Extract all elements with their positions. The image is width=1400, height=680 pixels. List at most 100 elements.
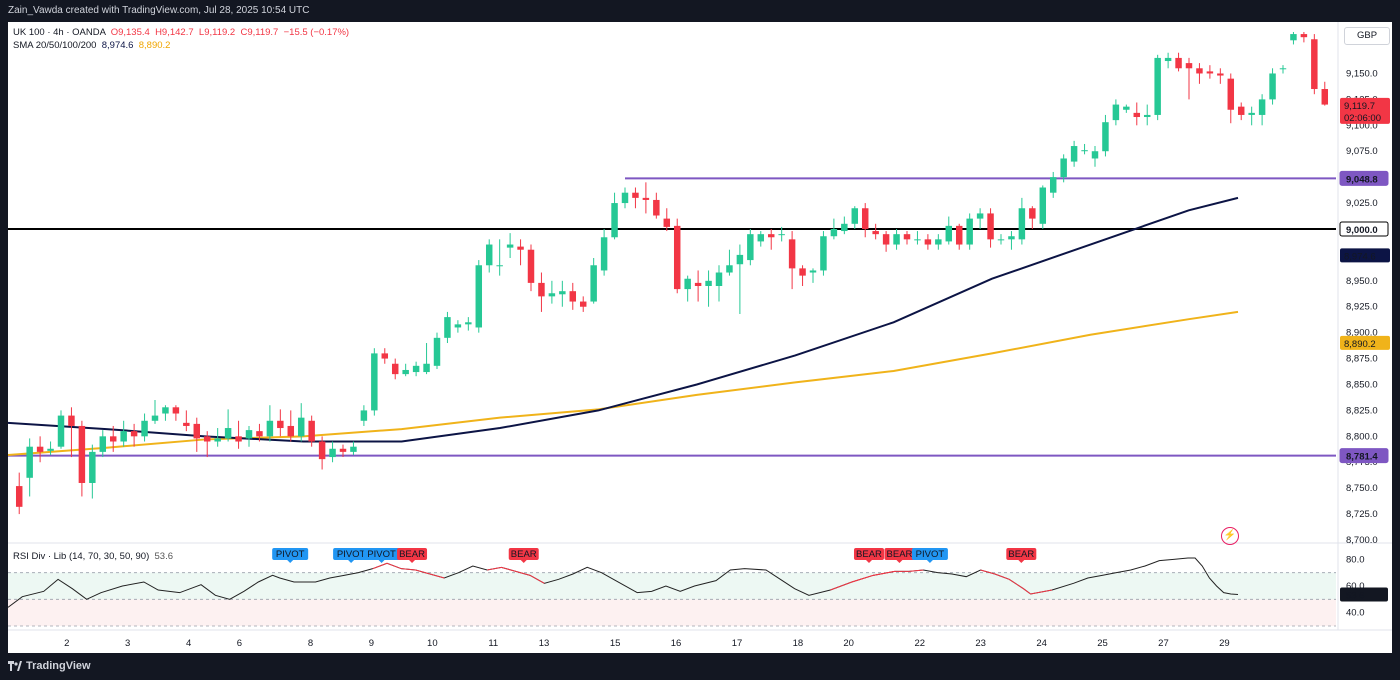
sma-fast-line xyxy=(8,196,1239,443)
candle-body xyxy=(1070,146,1078,162)
candle-body xyxy=(214,438,221,442)
rsi-signal-label: BEAR xyxy=(511,549,537,560)
y-tick-label: 8,800.0 xyxy=(1346,431,1378,442)
candle-body xyxy=(36,446,44,452)
x-tick-label: 6 xyxy=(237,638,242,649)
candle-body xyxy=(966,218,973,245)
candle-body xyxy=(277,420,284,429)
candle-body xyxy=(120,431,127,442)
candle-body xyxy=(423,363,430,373)
x-tick-label: 23 xyxy=(975,638,986,649)
level-tag-label: 9,048.8 xyxy=(1346,174,1378,185)
candle-body xyxy=(976,213,984,219)
rsi-signal-label: PIVOT xyxy=(276,549,305,560)
rsi-signal-badge xyxy=(884,548,915,560)
y-tick-label: 8,750.0 xyxy=(1346,483,1378,494)
candle-body xyxy=(1102,122,1109,152)
candle-body xyxy=(1091,151,1099,159)
candle-body xyxy=(224,428,232,439)
candle-body xyxy=(1123,106,1130,110)
level-tag xyxy=(1339,448,1389,464)
rsi-line xyxy=(8,557,1239,608)
candle-body xyxy=(329,448,336,458)
low-value: L9,119.2 xyxy=(198,27,236,38)
y-tick-label: 9,100.0 xyxy=(1346,120,1378,131)
rsi-signal-pointer xyxy=(926,560,933,563)
sma-legend: SMA 20/50/100/200 8,974.6 8,890.2 xyxy=(13,40,170,51)
candle-body xyxy=(496,265,503,267)
candle-body xyxy=(1029,208,1036,219)
rsi-bear-segment xyxy=(372,562,445,579)
candle-body xyxy=(485,244,493,266)
tradingview-logo[interactable]: TradingView xyxy=(8,660,91,672)
rsi-signal-label: BEAR xyxy=(856,549,882,560)
candle-body xyxy=(517,246,524,250)
candle-body xyxy=(799,268,806,276)
candle-body xyxy=(454,324,462,328)
rsi-signal-label: BEAR xyxy=(399,549,425,560)
x-tick-label: 13 xyxy=(539,638,550,649)
x-tick-label: 2 xyxy=(64,638,69,649)
candle-body xyxy=(1258,99,1266,115)
rsi-signal-pointer xyxy=(409,560,416,563)
rsi-signal-label: PIVOT xyxy=(367,549,396,560)
candle-body xyxy=(1196,68,1203,74)
candle-body xyxy=(924,239,932,245)
rsi-signal-badge xyxy=(397,548,428,560)
x-tick-label: 10 xyxy=(427,638,438,649)
candle-body xyxy=(903,234,911,240)
rsi-signal-pointer xyxy=(287,560,294,563)
candle-body xyxy=(1049,177,1057,193)
lightning-icon[interactable]: ⚡ xyxy=(1221,527,1239,545)
candle-body xyxy=(68,415,75,426)
sma-label: SMA 20/50/100/200 xyxy=(13,40,97,51)
candle-body xyxy=(412,365,420,373)
rsi-signal-badge xyxy=(333,548,370,560)
x-tick-label: 8 xyxy=(308,638,313,649)
price-tag-label: 8,974.6 xyxy=(1344,251,1376,262)
candle-body xyxy=(611,203,618,238)
candle-body xyxy=(935,239,942,245)
price-tag xyxy=(1340,97,1390,124)
candle-body xyxy=(475,265,483,328)
candle-body xyxy=(1175,57,1182,69)
y-tick-label: 9,075.0 xyxy=(1346,146,1378,157)
rsi-signal-label: BEAR xyxy=(887,549,913,560)
candle-body xyxy=(433,337,441,366)
candle-body xyxy=(444,317,451,338)
candle-body xyxy=(506,244,514,248)
candle-body xyxy=(538,282,545,297)
chart-frame[interactable]: 9,150.09,125.09,100.09,075.09,050.09,025… xyxy=(8,22,1392,653)
candle-body xyxy=(820,236,827,271)
currency-button[interactable]: GBP xyxy=(1344,27,1390,45)
y-tick-label: 9,025.0 xyxy=(1346,198,1378,209)
tradingview-logo-icon xyxy=(8,661,22,671)
price-tag xyxy=(1340,335,1390,350)
chart-canvas[interactable]: 9,150.09,125.09,100.09,075.09,050.09,025… xyxy=(8,22,1392,653)
rsi-lower-band xyxy=(8,599,1336,626)
candle-body xyxy=(1164,57,1172,62)
y-tick-label: 8,950.0 xyxy=(1346,276,1378,287)
sma-slow-line xyxy=(8,310,1239,456)
rsi-signal-badge xyxy=(272,548,309,560)
currency-label: GBP xyxy=(1356,30,1378,41)
rsi-signal-badge xyxy=(1006,548,1037,560)
candle-body xyxy=(1081,150,1088,152)
rsi-signal-label: BEAR xyxy=(1008,549,1034,560)
candle-body xyxy=(757,234,765,242)
rsi-signal-badge xyxy=(911,548,948,560)
candle-body xyxy=(391,363,399,375)
sma-fast-value: 8,974.6 xyxy=(101,40,134,51)
x-tick-label: 27 xyxy=(1158,638,1169,649)
candle-body xyxy=(130,431,138,437)
price-tag-label: 9,119.7 xyxy=(1344,101,1375,112)
rsi-signal-pointer xyxy=(378,560,385,563)
candle-body xyxy=(1269,73,1276,100)
rsi-value: 53.6 xyxy=(154,551,174,562)
rsi-tick-label: 60.0 xyxy=(1346,581,1365,592)
candle-body xyxy=(183,422,190,426)
candle-body xyxy=(151,415,159,421)
y-tick-label: 8,825.0 xyxy=(1346,405,1378,416)
candle-body xyxy=(465,322,472,325)
high-value: H9,142.7 xyxy=(155,27,194,38)
